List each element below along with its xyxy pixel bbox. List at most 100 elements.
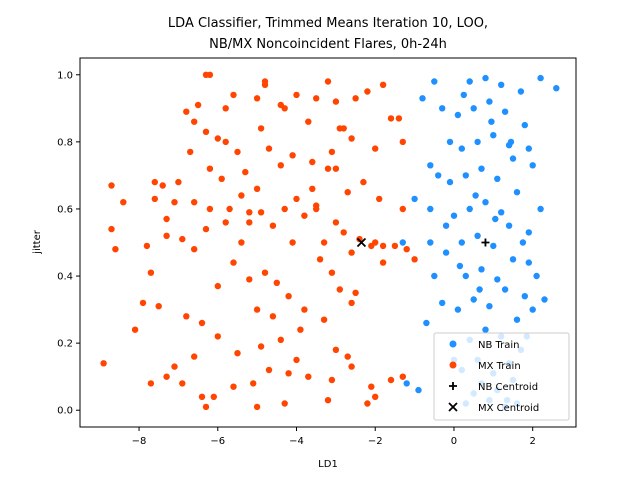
point-mx-train-77 [214, 282, 221, 290]
point-mx-train-85 [328, 269, 336, 276]
point-mx-train-53 [340, 229, 347, 236]
point-mx-train-101 [198, 393, 206, 400]
point-mx-train-144 [222, 105, 229, 112]
point-nb-train-87 [427, 162, 434, 169]
point-nb-train-63 [435, 172, 442, 179]
point-nb-train-28 [490, 242, 497, 250]
point-nb-train-89 [427, 239, 434, 246]
point-mx-train-11 [332, 98, 340, 105]
x-tick-label: 0 [451, 436, 457, 447]
x-tick-label: −6 [210, 436, 225, 447]
point-nb-train-73 [525, 145, 532, 152]
point-mx-train-30 [234, 148, 241, 156]
legend-marker-nb-train [449, 340, 457, 348]
point-mx-train-42 [163, 232, 170, 239]
point-nb-train-38 [478, 165, 485, 172]
y-tick-label: 1.0 [57, 70, 73, 81]
point-mx-train-100 [179, 380, 186, 387]
point-nb-train-62 [427, 205, 434, 213]
point-mx-train-5 [379, 81, 387, 89]
point-nb-train-21 [462, 272, 469, 280]
point-mx-train-104 [250, 380, 257, 387]
point-mx-train-6 [399, 138, 406, 146]
point-mx-train-25 [191, 118, 198, 125]
point-mx-train-109 [348, 363, 355, 370]
point-mx-train-74 [155, 303, 162, 310]
point-nb-train-34 [498, 209, 505, 216]
chart-title-line-1: LDA Classifier, Trimmed Means Iteration … [168, 16, 488, 31]
point-mx-train-69 [202, 225, 210, 233]
point-nb-train-66 [431, 78, 438, 85]
point-mx-train-40 [112, 246, 119, 253]
legend-label-nb-train: NB Train [478, 340, 520, 351]
point-nb-train-22 [478, 266, 485, 273]
legend-label-mx-centroid: MX Centroid [478, 403, 539, 414]
point-mx-train-38 [120, 199, 127, 206]
point-mx-train-54 [356, 235, 363, 243]
point-nb-train-56 [553, 85, 560, 92]
y-axis-label: jitter [32, 229, 43, 255]
point-mx-train-16 [230, 91, 237, 99]
point-nb-train-53 [482, 74, 489, 82]
point-mx-train-26 [348, 135, 355, 142]
point-mx-train-103 [230, 383, 237, 390]
point-mx-train-66 [253, 185, 261, 192]
point-mx-train-27 [372, 145, 379, 152]
point-nb-train-41 [529, 162, 536, 169]
point-nb-train-55 [537, 74, 544, 82]
point-nb-train-80 [488, 118, 495, 125]
point-mx-train-98 [100, 360, 107, 367]
legend-label-mx-train: MX Train [478, 361, 521, 372]
point-mx-train-46 [206, 205, 214, 213]
point-mx-train-28 [328, 148, 336, 156]
legend-marker-mx-train [449, 361, 457, 369]
x-axis-label: LD1 [318, 459, 338, 470]
point-mx-train-120 [269, 222, 277, 229]
point-mx-train-48 [246, 209, 253, 216]
point-mx-train-140 [313, 205, 320, 213]
point-nb-train-19 [501, 286, 509, 293]
point-mx-train-76 [198, 319, 206, 327]
point-mx-train-44 [171, 199, 178, 206]
point-nb-train-46 [521, 121, 528, 129]
point-nb-train-42 [458, 145, 465, 152]
point-nb-train-30 [525, 229, 532, 236]
y-tick-label: 0.4 [57, 272, 73, 283]
point-mx-train-83 [301, 306, 308, 313]
point-mx-train-138 [344, 353, 351, 360]
point-nb-train-47 [454, 111, 462, 119]
point-nb-train-35 [513, 189, 521, 196]
point-mx-train-142 [336, 125, 343, 132]
point-mx-train-72 [139, 299, 147, 307]
point-mx-train-17 [194, 101, 202, 109]
legend-marker-nb-centroid [449, 382, 457, 390]
point-mx-train-86 [336, 286, 343, 293]
point-nb-train-13 [482, 326, 489, 333]
point-nb-train-44 [490, 132, 497, 139]
point-mx-train-143 [257, 125, 265, 132]
x-axis-ticks: −8 −6 −4 −2 0 2 [132, 427, 536, 447]
point-nb-train-78 [456, 262, 464, 270]
point-mx-train-90 [297, 326, 304, 333]
point-mx-train-141 [332, 165, 340, 172]
point-mx-train-108 [328, 376, 336, 384]
point-nb-train-74 [533, 272, 540, 280]
point-nb-train-31 [450, 212, 458, 219]
point-mx-train-71 [147, 269, 155, 276]
point-mx-train-41 [143, 242, 151, 250]
point-nb-train-33 [482, 199, 489, 206]
point-mx-train-12 [313, 95, 320, 102]
point-mx-train-7 [395, 115, 403, 122]
point-nb-train-51 [517, 88, 525, 95]
point-nb-train-52 [466, 78, 473, 85]
point-mx-train-13 [293, 91, 300, 99]
point-nb-train-67 [446, 138, 454, 146]
point-mx-train-139 [293, 356, 300, 364]
point-mx-train-97 [147, 380, 155, 387]
point-mx-train-132 [348, 249, 355, 256]
point-mx-train-116 [281, 400, 288, 407]
legend-frame [433, 332, 570, 421]
point-mx-train-105 [265, 366, 273, 374]
point-nb-train-69 [525, 259, 532, 266]
